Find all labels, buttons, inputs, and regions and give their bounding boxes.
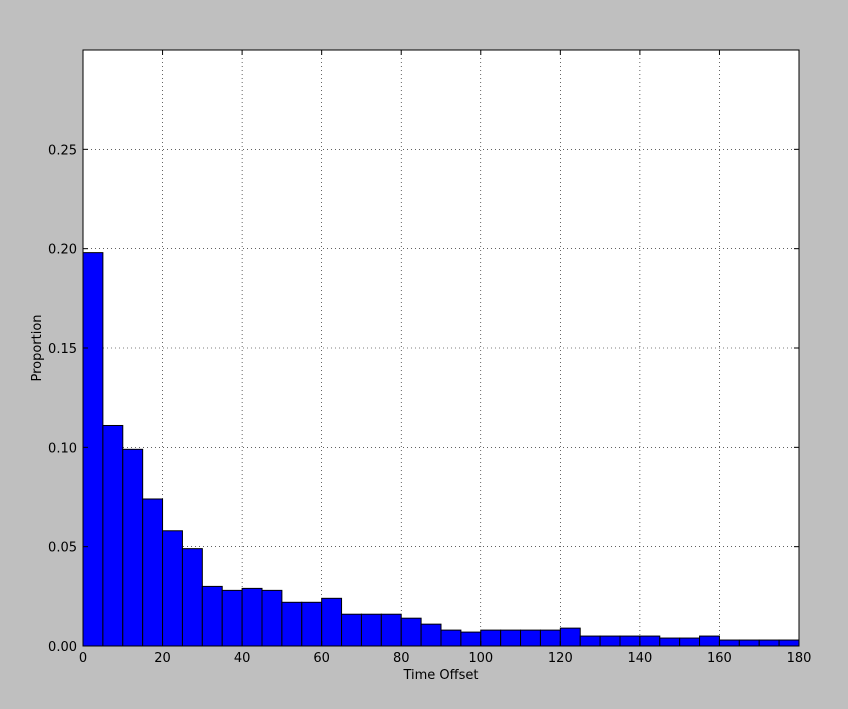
histogram-bar — [559, 627, 581, 647]
histogram-bar — [619, 635, 641, 647]
y-tick-label: 0.00 — [48, 640, 77, 655]
histogram-bar — [599, 635, 621, 647]
histogram-bar — [142, 498, 164, 647]
histogram-bar — [281, 601, 303, 647]
y-tick-label: 0.15 — [48, 342, 77, 357]
y-tick-label: 0.25 — [48, 143, 77, 158]
axis-ticks: 0 20 40 60 80 100 120 140 160 180 0.00 0.05 0.10 0.15… — [48, 50, 811, 666]
y-axis-label: Proportion — [30, 314, 45, 381]
x-tick-label: 140 — [627, 651, 652, 666]
histogram-bar — [520, 629, 541, 647]
histogram-bar — [301, 601, 323, 647]
y-tick-label: 0.05 — [48, 541, 77, 556]
x-tick-label: 20 — [154, 651, 171, 666]
x-tick-label: 80 — [393, 651, 410, 666]
x-tick-label: 160 — [707, 651, 732, 666]
histogram-bar — [341, 613, 362, 647]
histogram-bar — [659, 637, 681, 647]
x-tick-label: 100 — [468, 651, 493, 666]
histogram-bar — [579, 635, 601, 647]
histogram-bar — [82, 252, 104, 647]
histogram-bar — [500, 629, 522, 647]
histogram-bar — [360, 613, 382, 647]
histogram-bar — [460, 631, 482, 647]
x-tick-label: 120 — [548, 651, 573, 666]
histogram-bar — [420, 623, 442, 647]
histogram-bar — [758, 639, 780, 647]
histogram-bar — [102, 424, 124, 647]
histogram-bar — [539, 629, 561, 647]
x-tick-label: 40 — [234, 651, 251, 666]
y-tick-label: 0.20 — [48, 243, 77, 258]
histogram-bar — [321, 597, 343, 647]
histogram-bar — [480, 629, 502, 647]
bars — [82, 252, 800, 647]
histogram-bar — [181, 548, 203, 647]
y-tick-label: 0.10 — [48, 441, 77, 456]
histogram-bar — [201, 585, 223, 647]
histogram-bar — [639, 635, 661, 647]
histogram-bar — [241, 587, 263, 647]
histogram-bar — [738, 639, 760, 647]
histogram-bar — [122, 448, 144, 647]
histogram-bar — [778, 639, 800, 647]
histogram-bar — [380, 613, 402, 647]
histogram-bar — [440, 629, 462, 647]
histogram-bar — [718, 639, 740, 647]
x-axis-label: Time Offset — [402, 668, 478, 683]
histogram-bar — [400, 617, 422, 647]
x-tick-label: 0 — [79, 651, 87, 666]
histogram-bar — [679, 637, 701, 647]
histogram-bar — [261, 589, 283, 647]
histogram-bar — [162, 530, 183, 647]
histogram-bar — [221, 589, 243, 647]
x-tick-label: 60 — [313, 651, 330, 666]
histogram-bar — [699, 635, 720, 647]
x-tick-label: 180 — [787, 651, 812, 666]
